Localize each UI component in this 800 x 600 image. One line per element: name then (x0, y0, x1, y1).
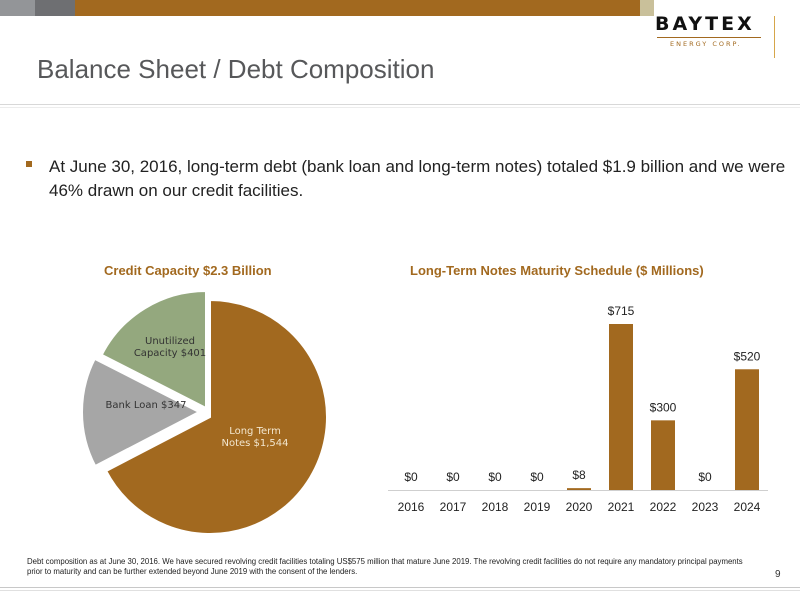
x-tick-label-2018: 2018 (482, 500, 509, 514)
footnote: Debt composition as at June 30, 2016. We… (27, 557, 743, 576)
bullet-text: At June 30, 2016, long-term debt (bank l… (49, 157, 786, 200)
bar-data-label-2016: $0 (404, 470, 418, 484)
top-bar-segment-sand (640, 0, 654, 16)
bar-data-label-2023: $0 (698, 470, 712, 484)
bar-data-label-2018: $0 (488, 470, 502, 484)
bar-2020 (567, 488, 591, 490)
pie-slice-label-1-0: Bank Loan $347 (106, 400, 187, 411)
pie-slice-label-0-0: Long Term (229, 426, 281, 437)
pie-slice-label-2-0: Unutilized (145, 336, 195, 347)
bar-data-label-2021: $715 (608, 304, 635, 318)
top-bar-segment-gray (0, 0, 35, 16)
x-tick-label-2021: 2021 (608, 500, 635, 514)
pie-slice-0 (104, 298, 328, 535)
title-divider-secondary (0, 107, 800, 108)
bar-chart-title: Long-Term Notes Maturity Schedule ($ Mil… (410, 263, 704, 278)
logo-wordmark: BAYTEX (655, 13, 755, 35)
x-tick-label-2023: 2023 (692, 500, 719, 514)
bottom-divider-secondary (0, 590, 800, 591)
x-tick-label-2024: 2024 (734, 500, 761, 514)
logo-box (639, 16, 775, 58)
x-tick-label-2017: 2017 (440, 500, 467, 514)
notes-maturity-bar-chart: $0 2016 $0 2017 $0 2018 $0 2019 $8 2020 $715 2021 $3… (388, 304, 768, 514)
x-tick-label-2016: 2016 (398, 500, 425, 514)
bar-2022 (651, 420, 675, 490)
logo-divider (657, 37, 761, 38)
bar-2021 (609, 324, 633, 490)
x-tick-label-2019: 2019 (524, 500, 551, 514)
bar-2024 (735, 369, 759, 490)
bottom-divider (0, 587, 800, 588)
top-bar-segment-dark-gray (35, 0, 75, 16)
title-divider (0, 104, 800, 105)
bar-data-label-2019: $0 (530, 470, 544, 484)
x-tick-label-2022: 2022 (650, 500, 677, 514)
page-title: Balance Sheet / Debt Composition (37, 54, 435, 84)
pie-slice-2 (100, 289, 207, 410)
pie-slice-1 (81, 357, 202, 468)
top-bar-segment-gold (75, 0, 640, 16)
bar-data-label-2020: $8 (572, 468, 586, 482)
bar-data-label-2022: $300 (650, 400, 677, 414)
pie-slice-label-2-1: Capacity $401 (134, 348, 206, 359)
x-tick-label-2020: 2020 (566, 500, 593, 514)
bar-data-label-2017: $0 (446, 470, 460, 484)
bullet-square-icon (26, 161, 32, 167)
bar-data-label-2024: $520 (734, 349, 761, 363)
pie-slice-label-0-1: Notes $1,544 (221, 438, 288, 449)
page-number: 9 (775, 569, 781, 580)
pie-chart-title: Credit Capacity $2.3 Billion (104, 263, 272, 278)
logo-subtitle: ENERGY CORP. (670, 40, 742, 48)
